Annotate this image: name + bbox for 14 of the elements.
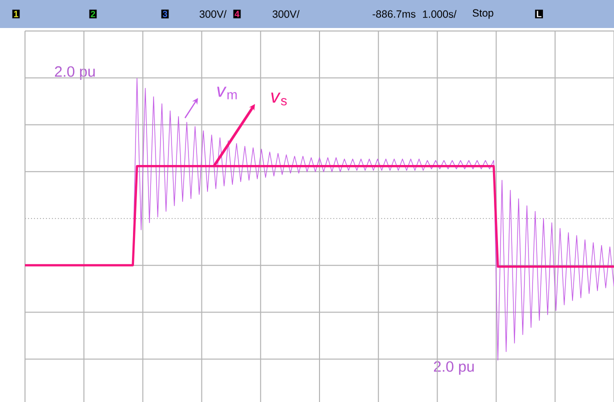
text: 4 [234,10,240,18]
text: 2 [90,10,96,18]
text: -886.7ms [372,10,416,18]
legend-label: v$_{m}$ [217,86,237,100]
text: Stop [472,9,494,19]
legend-label: v$_{s}$ [271,92,287,106]
text: L [536,10,542,18]
text: 2.0 pu [434,361,474,375]
annotation: 2.0 pu [54,66,95,80]
text: 3 [162,10,168,18]
text: 300V/ [200,10,227,18]
text: 1.000s/ [423,10,457,18]
text: 1 [14,10,18,18]
text: 300V/ [272,10,300,18]
